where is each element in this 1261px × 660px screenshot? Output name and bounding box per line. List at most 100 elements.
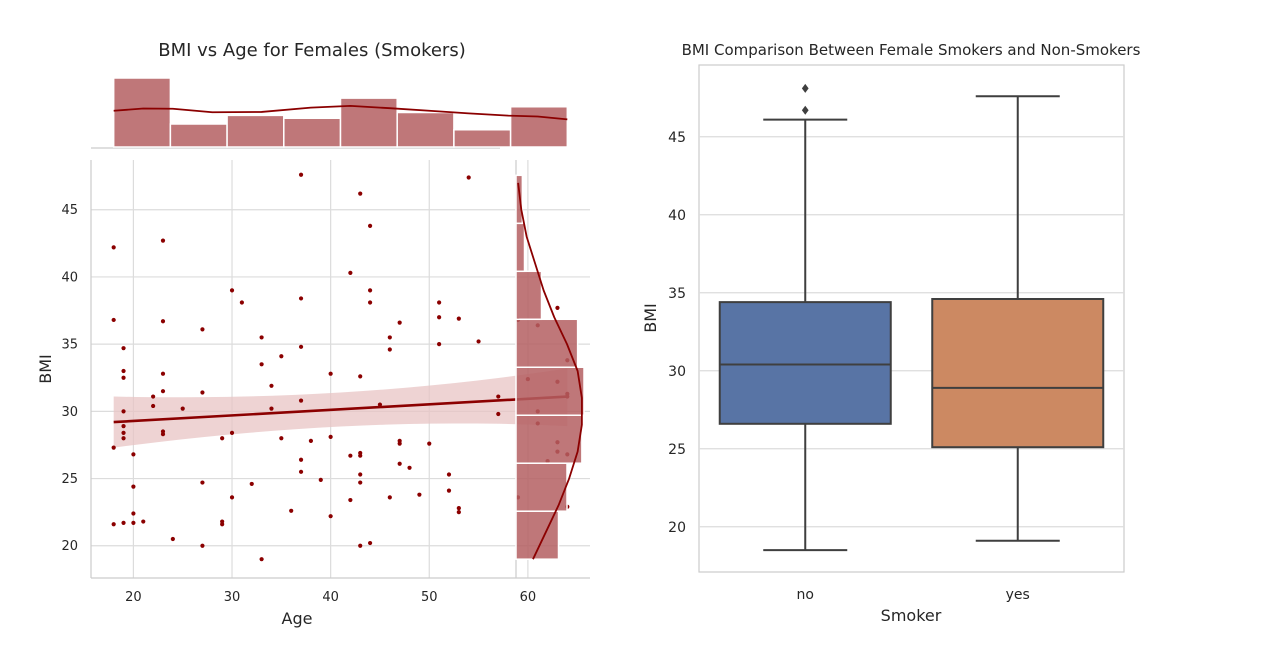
- bmi-histogram-bar: [515, 414, 583, 464]
- scatter-point: [358, 472, 363, 477]
- scatter-point: [328, 514, 333, 519]
- bmi-histogram-bar: [515, 366, 585, 416]
- scatter-point: [259, 557, 264, 562]
- scatter-point: [279, 436, 284, 441]
- scatter-point: [121, 436, 126, 441]
- box-no: [718, 83, 892, 552]
- age-histogram-bar: [453, 129, 512, 148]
- box-x-tick-label: yes: [1006, 587, 1030, 603]
- scatter-point: [229, 288, 235, 293]
- scatter-point: [377, 402, 383, 407]
- scatter-point: [151, 394, 156, 399]
- joint-right-marginal: [515, 160, 585, 578]
- scatter-point: [121, 424, 126, 429]
- joint-x-axis-label: Age: [282, 609, 313, 628]
- age-histogram-bar: [169, 123, 228, 148]
- scatter-point: [496, 394, 501, 399]
- joint-y-tick-label: 45: [61, 203, 78, 218]
- scatter-point: [131, 484, 136, 489]
- age-histogram-bar: [396, 111, 455, 148]
- scatter-point: [456, 510, 461, 515]
- scatter-point: [131, 520, 136, 525]
- joint-x-tick-label: 50: [421, 590, 438, 605]
- joint-x-tick-label: 30: [224, 590, 241, 605]
- box-y-tick-label: 35: [668, 286, 686, 302]
- joint-plot-title: BMI vs Age for Females (Smokers): [158, 40, 466, 61]
- scatter-point: [496, 411, 501, 417]
- joint-x-tick-label: 60: [520, 590, 537, 605]
- box-y-tick-label: 25: [668, 442, 686, 458]
- scatter-point: [387, 495, 392, 500]
- scatter-point: [121, 375, 126, 380]
- scatter-point: [466, 175, 471, 180]
- regression-confidence-band: [113, 368, 568, 448]
- scatter-point: [358, 453, 363, 458]
- scatter-point: [220, 436, 225, 441]
- joint-x-tick-label: 40: [322, 590, 339, 605]
- scatter-point: [437, 342, 442, 347]
- scatter-point: [259, 362, 264, 367]
- scatter-point: [279, 354, 284, 359]
- bmi-histogram-bar: [515, 270, 543, 321]
- regression-line: [113, 395, 568, 424]
- scatter-point: [200, 327, 205, 332]
- bmi-histogram-bar: [515, 222, 526, 273]
- scatter-point: [160, 432, 166, 437]
- scatter-point: [348, 497, 353, 503]
- scatter-point: [298, 469, 304, 474]
- joint-y-tick-label: 20: [61, 539, 78, 554]
- scatter-point: [456, 506, 461, 511]
- scatter-point: [446, 488, 452, 493]
- outlier-point: [801, 83, 809, 93]
- scatter-point: [387, 347, 392, 352]
- interquartile-box: [718, 301, 892, 425]
- box-x-axis-label: Smoker: [881, 606, 942, 625]
- joint-plot: BMI vs Age for Females (Smokers) 20 30 40 5…: [36, 40, 590, 628]
- scatter-point: [121, 346, 126, 351]
- scatter-point: [229, 495, 235, 500]
- scatter-point: [121, 409, 126, 414]
- joint-top-marginal: [91, 77, 569, 149]
- age-histogram-bar: [509, 106, 569, 148]
- box-yes: [931, 95, 1105, 542]
- scatter-point: [358, 191, 363, 196]
- box-y-tick-label: 20: [668, 520, 686, 536]
- scatter-point: [160, 389, 166, 394]
- joint-y-tick-label: 35: [61, 338, 78, 353]
- scatter-point: [160, 319, 166, 324]
- scatter-point: [407, 465, 412, 470]
- scatter-point: [160, 238, 166, 243]
- age-histogram-bar: [226, 114, 285, 148]
- joint-x-tick-label: 20: [125, 590, 142, 605]
- scatter-point: [298, 296, 304, 301]
- scatter-point: [358, 480, 363, 485]
- scatter-point: [367, 300, 373, 305]
- scatter-point: [131, 452, 136, 457]
- scatter-point: [121, 368, 126, 374]
- scatter-point: [220, 522, 225, 527]
- scatter-point: [239, 300, 244, 305]
- scatter-point: [298, 172, 304, 177]
- scatter-point: [121, 430, 126, 435]
- scatter-point: [111, 522, 116, 527]
- scatter-point: [397, 441, 402, 446]
- scatter-point: [437, 300, 442, 305]
- scatter-point: [308, 438, 314, 444]
- scatter-point: [358, 374, 363, 379]
- scatter-point: [367, 288, 373, 293]
- box-x-tick-label: no: [797, 587, 814, 603]
- box-plot-area: 20 25 30 35 40 45 no yes: [668, 83, 1124, 603]
- bmi-histogram-bar: [515, 318, 579, 369]
- scatter-point: [417, 492, 422, 497]
- box-y-tick-label: 40: [668, 208, 686, 224]
- box-y-tick-label: 30: [668, 364, 686, 380]
- scatter-point: [446, 472, 452, 477]
- joint-gridlines: [91, 160, 590, 578]
- scatter-point: [328, 434, 333, 439]
- joint-y-tick-label: 25: [61, 472, 78, 487]
- age-histogram-bar: [112, 77, 172, 148]
- scatter-point: [367, 540, 373, 546]
- scatter-point: [397, 461, 402, 466]
- scatter-point: [328, 371, 333, 376]
- scatter-point: [358, 543, 363, 548]
